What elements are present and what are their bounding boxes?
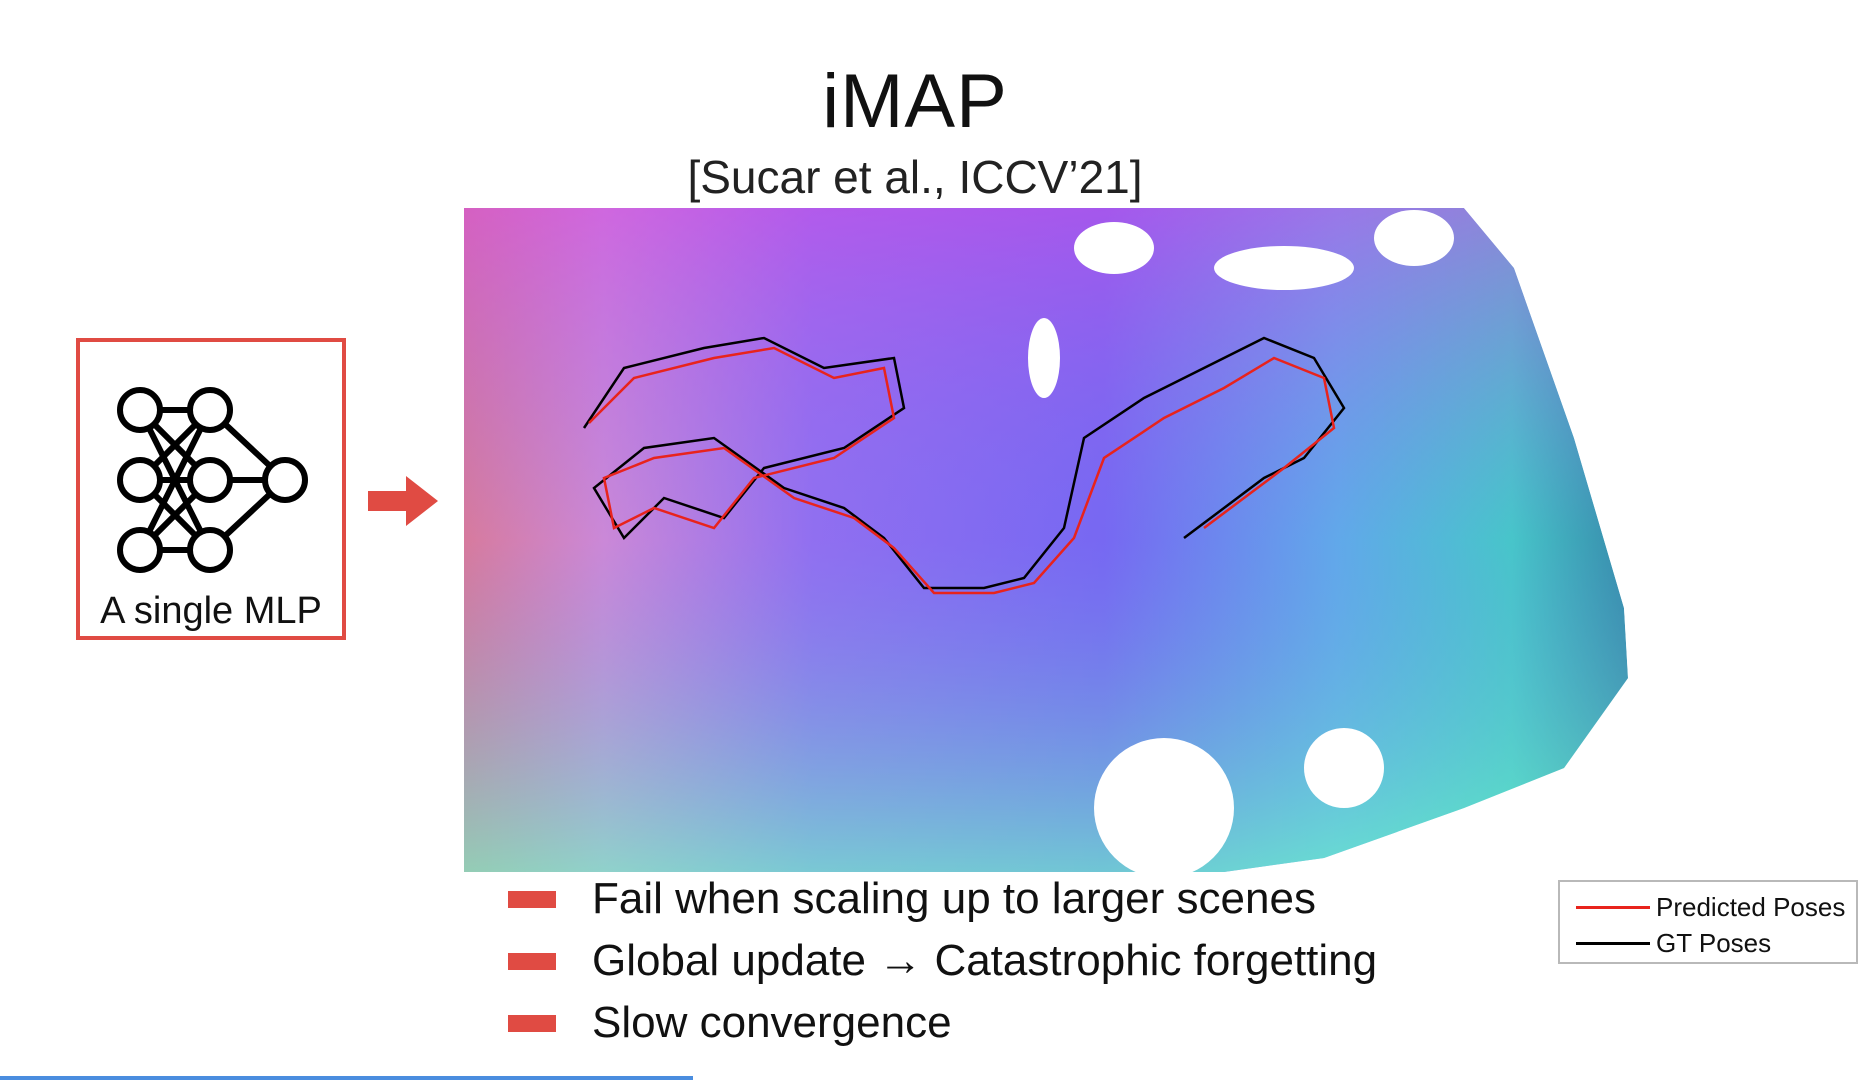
- mlp-diagram-box: A single MLP: [76, 338, 346, 640]
- bullet-marker: [508, 1015, 556, 1032]
- bullet-list: Fail when scaling up to larger scenes Gl…: [508, 868, 1508, 1054]
- video-progress-bar[interactable]: [0, 1076, 693, 1080]
- neural-network-icon: [117, 387, 308, 573]
- bullet-text: Global update → Catastrophic forgetting: [592, 936, 1378, 985]
- list-item: Slow convergence: [508, 992, 1508, 1054]
- bullet-text: Fail when scaling up to larger scenes: [592, 874, 1316, 923]
- slide-title: iMAP: [822, 59, 1008, 144]
- legend-line-black: [1576, 942, 1650, 945]
- pose-legend: Predicted Poses GT Poses: [1558, 880, 1858, 964]
- legend-line-red: [1576, 906, 1650, 909]
- legend-label: GT Poses: [1656, 928, 1772, 958]
- list-item: Fail when scaling up to larger scenes: [508, 868, 1508, 930]
- mlp-label: A single MLP: [100, 590, 322, 632]
- bullet-marker: [508, 891, 556, 908]
- list-item: Global update → Catastrophic forgetting: [508, 930, 1508, 992]
- legend-label: Predicted Poses: [1656, 892, 1846, 922]
- slide-citation: [Sucar et al., ICCV’21]: [687, 151, 1143, 203]
- right-arrow-icon: [368, 476, 438, 526]
- scene-reconstruction-image: [464, 208, 1628, 872]
- bullet-marker: [508, 953, 556, 970]
- bullet-text: Slow convergence: [592, 998, 952, 1047]
